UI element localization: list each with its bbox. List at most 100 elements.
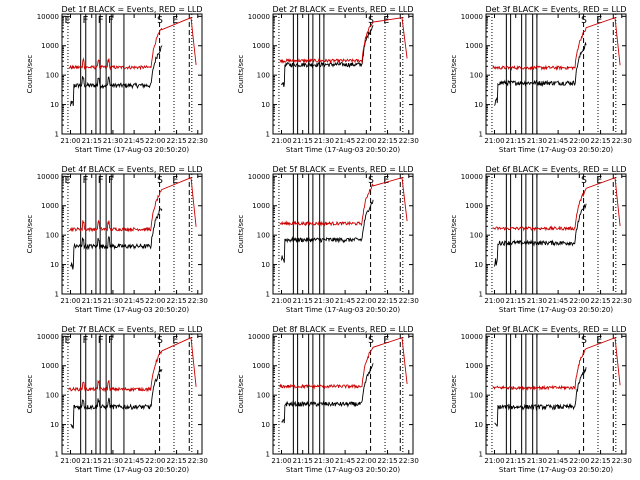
- marker-label: S: [581, 15, 587, 26]
- x-tick-label: 22:00: [145, 137, 165, 145]
- x-tick-label: 22:30: [612, 457, 632, 465]
- y-axis-label: Counts/sec: [26, 55, 34, 94]
- marker-label: E: [65, 15, 71, 26]
- series-events-line: [281, 25, 374, 87]
- marker-label: S: [581, 175, 587, 186]
- x-axis-label: Start Time (17-Aug-03 20:50:20): [499, 146, 613, 154]
- y-tick-label: 100: [46, 72, 59, 80]
- marker-label: E: [596, 15, 602, 26]
- y-tick-label: 10000: [461, 13, 483, 21]
- panel-det-3f: Det 3f BLACK = Events, RED = LLD 1 10 100 10…: [450, 5, 632, 154]
- plot-frame: [61, 173, 203, 295]
- y-tick-label: 1: [55, 131, 59, 139]
- series-lld-line: [279, 337, 408, 390]
- x-tick-label: 21:45: [335, 457, 355, 465]
- x-tick-label: 21:30: [314, 457, 334, 465]
- y-axis-label: Counts/sec: [450, 375, 458, 414]
- x-tick-label: 22:00: [356, 137, 376, 145]
- x-tick-label: 22:30: [188, 137, 208, 145]
- y-tick-label: 100: [470, 72, 483, 80]
- y-tick-label: 100: [257, 232, 270, 240]
- y-tick-label: 10000: [248, 333, 270, 341]
- x-tick-label: 21:45: [124, 297, 144, 305]
- y-tick-label: 1000: [41, 42, 59, 50]
- x-tick-label: 21:00: [271, 457, 291, 465]
- series-events-line: [70, 368, 163, 429]
- series-events-line: [70, 208, 163, 270]
- x-tick-label: 21:45: [548, 137, 568, 145]
- x-tick-label: 22:15: [377, 457, 397, 465]
- x-tick-label: 22:15: [590, 457, 610, 465]
- y-tick-label: 1000: [252, 362, 270, 370]
- y-tick-label: 10000: [461, 173, 483, 181]
- x-tick-label: 22:15: [166, 457, 186, 465]
- y-tick-label: 100: [257, 72, 270, 80]
- y-tick-label: 10: [50, 421, 59, 429]
- y-tick-label: 1: [479, 451, 483, 459]
- marker-label: S: [368, 15, 374, 26]
- y-axis-label: Counts/sec: [237, 215, 245, 254]
- x-axis-label: Start Time (17-Aug-03 20:50:20): [286, 146, 400, 154]
- x-tick-label: 21:45: [548, 297, 568, 305]
- marker-label: F: [108, 335, 114, 346]
- marker-label: E: [383, 175, 389, 186]
- marker-label: F: [108, 175, 114, 186]
- y-tick-label: 10000: [461, 333, 483, 341]
- series-lld-line: [492, 337, 621, 392]
- x-tick-label: 21:30: [314, 137, 334, 145]
- marker-label: E: [172, 175, 178, 186]
- panel-title: Det 2f BLACK = Events, RED = LLD: [272, 5, 413, 14]
- plot-frame: [61, 13, 203, 135]
- x-tick-label: 21:45: [335, 137, 355, 145]
- series-events-line: [494, 367, 587, 427]
- series-events-line: [494, 203, 587, 267]
- marker-label: E: [383, 335, 389, 346]
- series-events-line: [281, 363, 374, 424]
- panel-title: Det 1f BLACK = Events, RED = LLD: [61, 5, 202, 14]
- x-tick-label: 22:15: [590, 297, 610, 305]
- x-tick-label: 21:00: [271, 137, 291, 145]
- marker-label: F: [98, 15, 104, 26]
- x-tick-label: 21:30: [314, 297, 334, 305]
- y-tick-label: 1000: [41, 202, 59, 210]
- x-tick-label: 21:15: [82, 457, 102, 465]
- x-tick-label: 22:30: [399, 457, 419, 465]
- y-tick-label: 10: [474, 101, 483, 109]
- marker-label: E: [172, 15, 178, 26]
- x-tick-label: 22:30: [399, 297, 419, 305]
- plot-frame: [485, 173, 627, 295]
- y-tick-label: 1: [266, 131, 270, 139]
- x-tick-label: 21:30: [103, 297, 123, 305]
- marker-label: F: [82, 15, 88, 26]
- marker-label: F: [82, 335, 88, 346]
- y-tick-label: 1: [55, 451, 59, 459]
- x-tick-label: 21:00: [60, 137, 80, 145]
- y-tick-label: 10: [261, 421, 270, 429]
- marker-label: F: [108, 15, 114, 26]
- x-tick-label: 21:00: [484, 297, 504, 305]
- y-tick-label: 1000: [41, 362, 59, 370]
- x-tick-label: 22:15: [377, 137, 397, 145]
- panel-det-9f: Det 9f BLACK = Events, RED = LLD 1 10 100 10…: [450, 325, 632, 474]
- y-tick-label: 100: [46, 232, 59, 240]
- x-tick-label: 22:15: [166, 297, 186, 305]
- panel-title: Det 5f BLACK = Events, RED = LLD: [272, 165, 413, 174]
- y-tick-label: 100: [470, 392, 483, 400]
- panel-title: Det 8f BLACK = Events, RED = LLD: [272, 325, 413, 334]
- x-tick-label: 21:15: [293, 457, 313, 465]
- x-tick-label: 21:30: [103, 457, 123, 465]
- panel-det-1f: Det 1f BLACK = Events, RED = LLD 1 10 100 10…: [26, 5, 208, 154]
- plot-frame: [272, 173, 414, 295]
- x-axis-label: Start Time (17-Aug-03 20:50:20): [499, 466, 613, 474]
- marker-label: S: [368, 335, 374, 346]
- panel-title: Det 9f BLACK = Events, RED = LLD: [485, 325, 626, 334]
- plot-frame: [61, 333, 203, 455]
- x-tick-label: 22:30: [612, 137, 632, 145]
- y-tick-label: 10000: [37, 173, 59, 181]
- series-lld-line: [68, 17, 197, 71]
- x-tick-label: 21:00: [484, 457, 504, 465]
- x-tick-label: 21:30: [527, 137, 547, 145]
- y-tick-label: 10000: [248, 13, 270, 21]
- x-axis-label: Start Time (17-Aug-03 20:50:20): [75, 466, 189, 474]
